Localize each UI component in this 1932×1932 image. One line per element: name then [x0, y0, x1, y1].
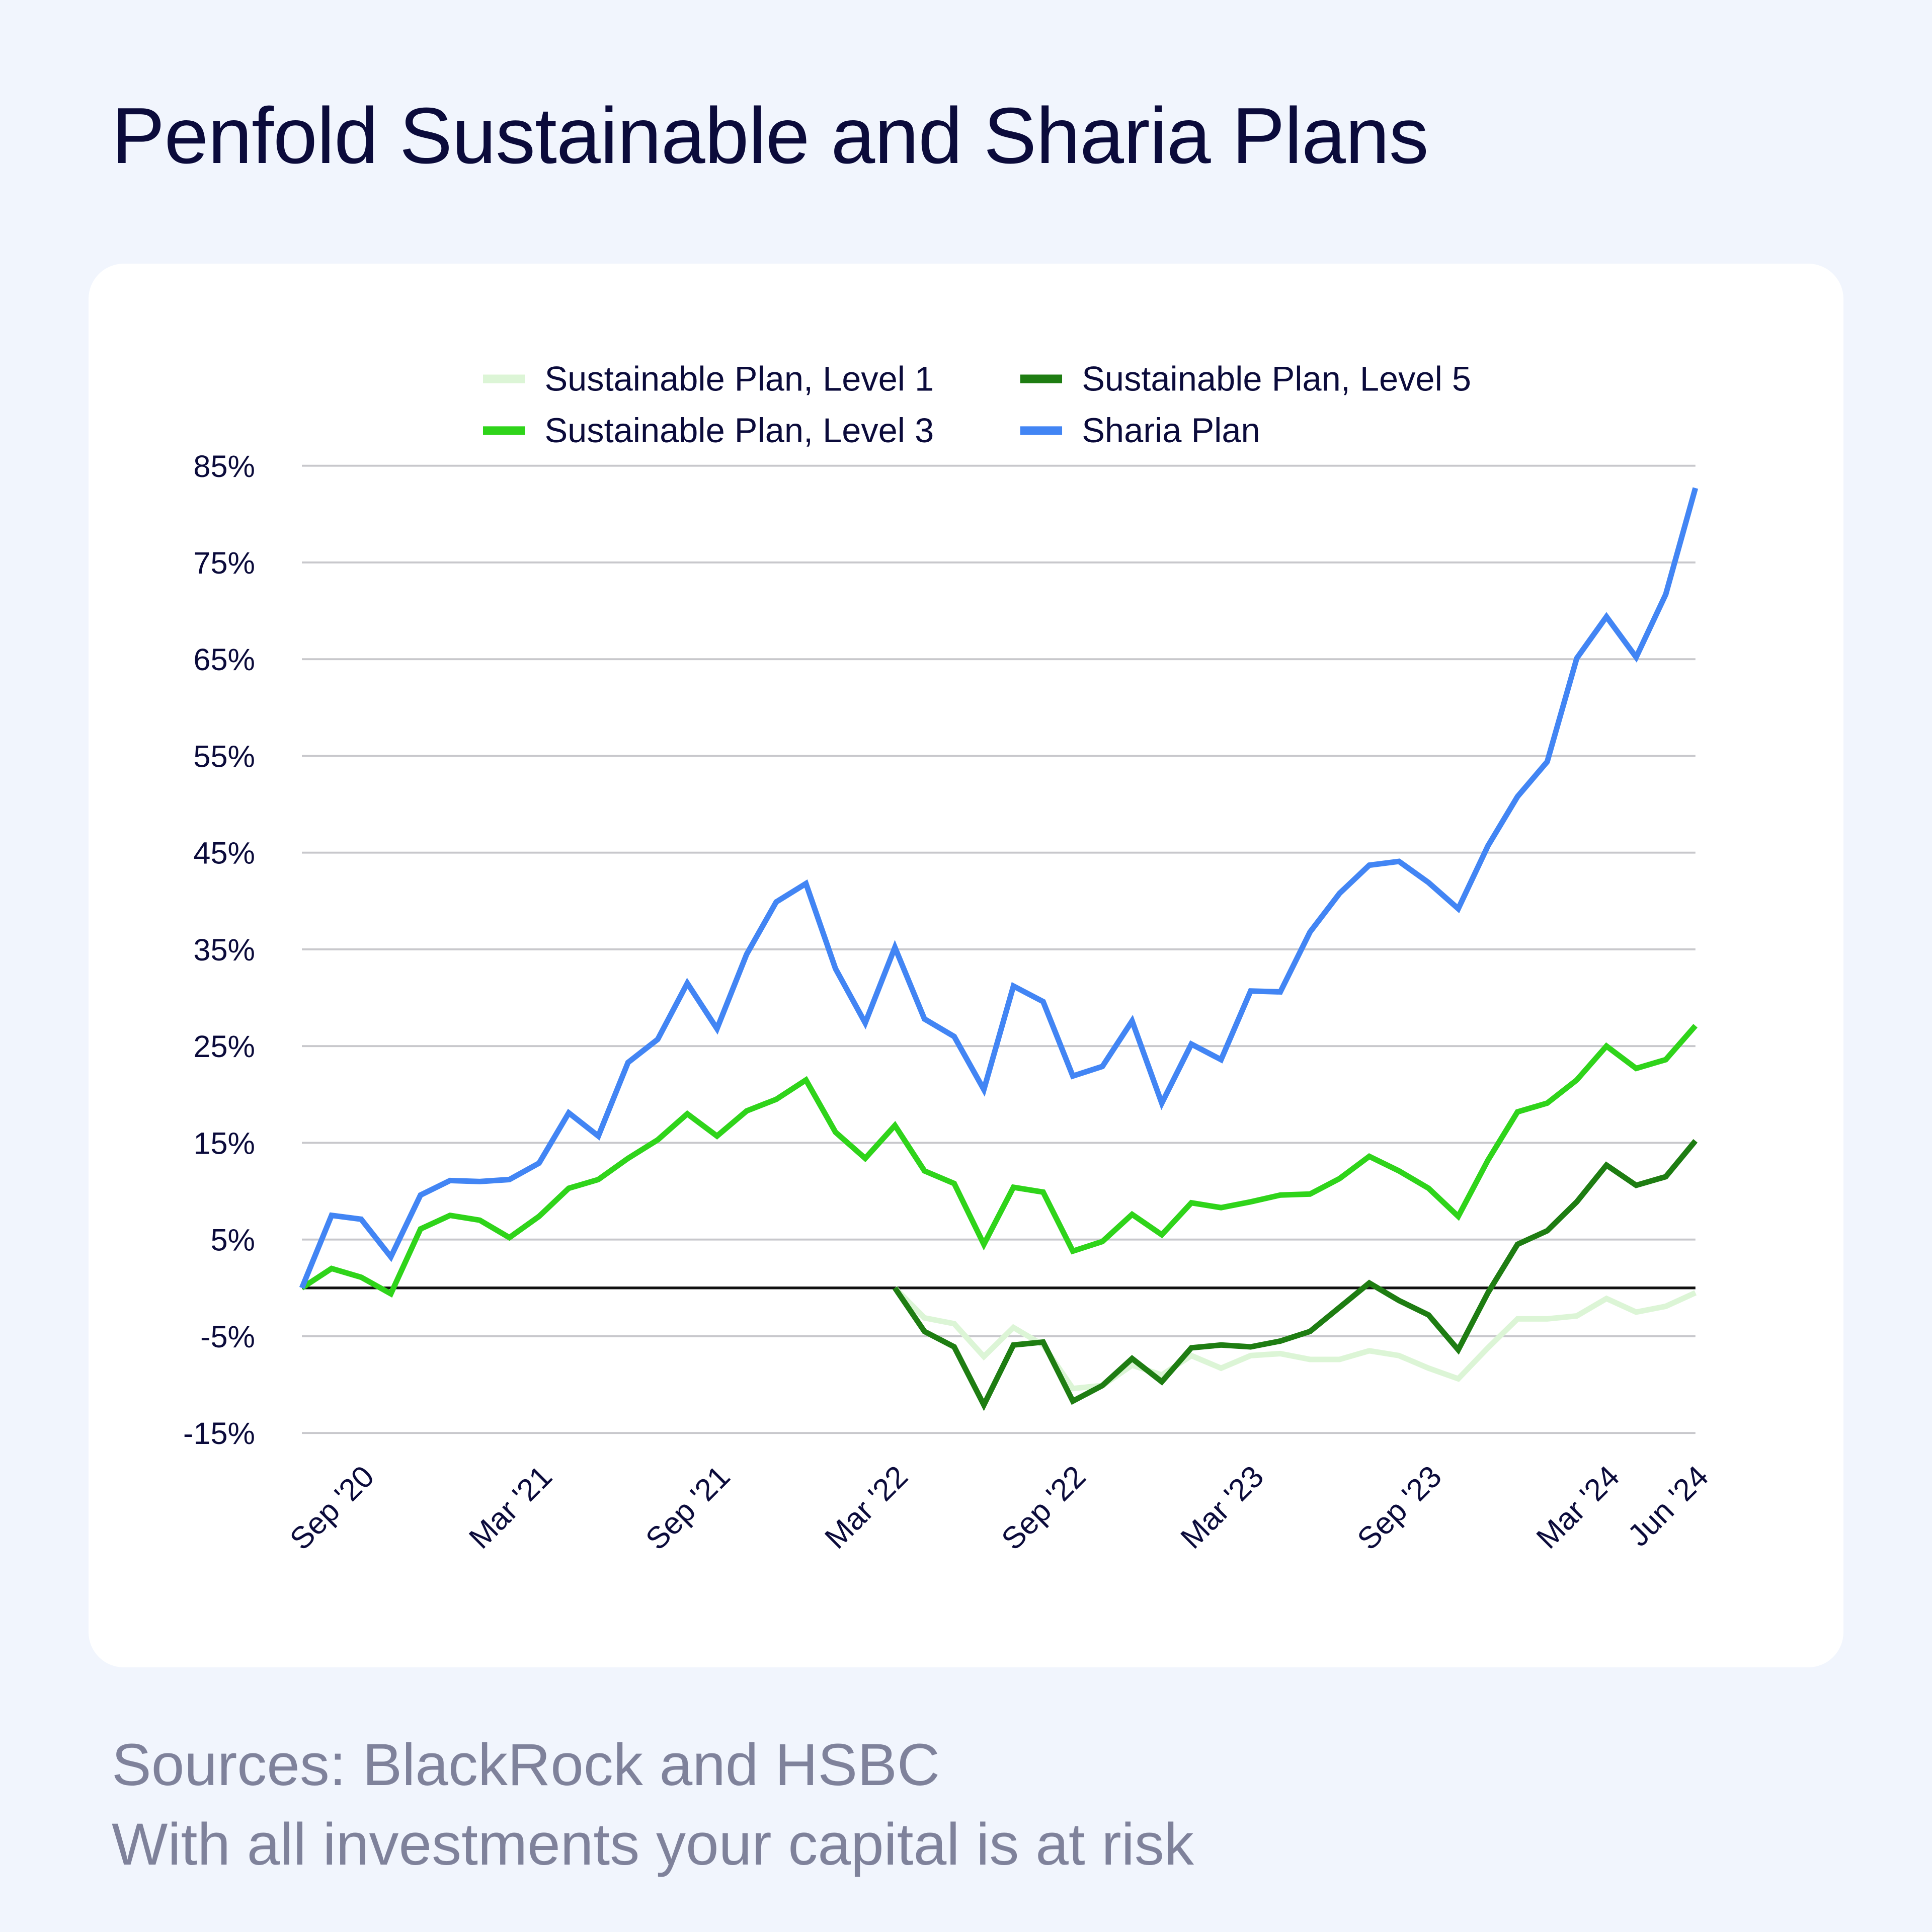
- legend-label: Sustainable Plan, Level 5: [1082, 359, 1471, 398]
- legend-swatch: [1020, 426, 1063, 435]
- legend-swatch: [483, 426, 525, 435]
- y-tick-label: 35%: [193, 933, 255, 967]
- page-title: Penfold Sustainable and Sharia Plans: [112, 92, 1429, 180]
- x-tick-label: Sep '21: [639, 1459, 737, 1557]
- legend-swatch: [1020, 374, 1063, 383]
- y-tick-label: 25%: [193, 1029, 255, 1064]
- y-tick-label: 15%: [193, 1126, 255, 1160]
- y-tick-label: -15%: [183, 1416, 255, 1451]
- risk-disclaimer: With all investments your capital is at …: [112, 1811, 1194, 1878]
- y-tick-label: 65%: [193, 642, 255, 677]
- legend-swatch: [483, 374, 525, 383]
- x-tick-label: Mar '23: [1174, 1459, 1270, 1555]
- y-tick-label: 85%: [193, 449, 255, 484]
- y-tick-label: 45%: [193, 836, 255, 870]
- series-line-0: [893, 1286, 1697, 1392]
- legend-label: Sustainable Plan, Level 3: [544, 411, 934, 450]
- sources-note: Sources: BlackRock and HSBC: [112, 1732, 940, 1798]
- x-tick-label: Sep '23: [1350, 1459, 1448, 1557]
- series-line-1: [300, 1024, 1698, 1298]
- y-tick-label: 55%: [193, 739, 255, 773]
- series-line-2: [893, 1139, 1698, 1411]
- x-tick-label: Sep '20: [283, 1459, 381, 1557]
- x-tick-label: Mar '21: [462, 1459, 558, 1555]
- x-tick-label: Mar '24: [1530, 1459, 1626, 1555]
- legend-label: Sustainable Plan, Level 1: [544, 359, 934, 398]
- x-tick-label: Sep '22: [995, 1459, 1092, 1557]
- x-tick-label: Mar '22: [818, 1459, 914, 1555]
- x-tick-label: Jun '24: [1621, 1459, 1715, 1553]
- y-tick-label: 5%: [210, 1223, 255, 1257]
- y-tick-label: 75%: [193, 546, 255, 580]
- legend-label: Sharia Plan: [1082, 411, 1260, 450]
- y-tick-label: -5%: [200, 1320, 255, 1354]
- series-line-3: [299, 487, 1699, 1290]
